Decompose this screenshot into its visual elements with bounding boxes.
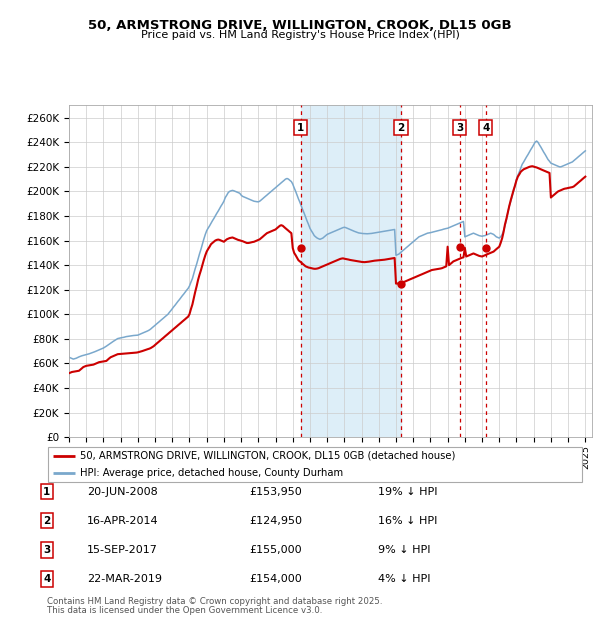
Text: £124,950: £124,950	[249, 516, 302, 526]
Text: Contains HM Land Registry data © Crown copyright and database right 2025.: Contains HM Land Registry data © Crown c…	[47, 597, 382, 606]
Bar	[301, 105, 401, 437]
Text: 16-APR-2014: 16-APR-2014	[87, 516, 158, 526]
Text: Price paid vs. HM Land Registry's House Price Index (HPI): Price paid vs. HM Land Registry's House …	[140, 30, 460, 40]
Text: 20-JUN-2008: 20-JUN-2008	[87, 487, 158, 497]
Text: 2: 2	[397, 123, 404, 133]
Text: 1: 1	[43, 487, 50, 497]
Text: This data is licensed under the Open Government Licence v3.0.: This data is licensed under the Open Gov…	[47, 606, 322, 615]
Text: 22-MAR-2019: 22-MAR-2019	[87, 574, 162, 584]
Text: 9% ↓ HPI: 9% ↓ HPI	[378, 545, 431, 555]
Text: 3: 3	[43, 545, 50, 555]
Text: £155,000: £155,000	[249, 545, 302, 555]
Text: HPI: Average price, detached house, County Durham: HPI: Average price, detached house, Coun…	[80, 468, 343, 478]
FancyBboxPatch shape	[48, 446, 582, 482]
Text: 19% ↓ HPI: 19% ↓ HPI	[378, 487, 437, 497]
Text: 1: 1	[297, 123, 304, 133]
Text: £153,950: £153,950	[249, 487, 302, 497]
Text: 50, ARMSTRONG DRIVE, WILLINGTON, CROOK, DL15 0GB (detached house): 50, ARMSTRONG DRIVE, WILLINGTON, CROOK, …	[80, 451, 455, 461]
Text: 4: 4	[43, 574, 50, 584]
Text: 16% ↓ HPI: 16% ↓ HPI	[378, 516, 437, 526]
Text: 4: 4	[482, 123, 490, 133]
Text: £154,000: £154,000	[249, 574, 302, 584]
Text: 15-SEP-2017: 15-SEP-2017	[87, 545, 158, 555]
Text: 4% ↓ HPI: 4% ↓ HPI	[378, 574, 431, 584]
Text: 3: 3	[456, 123, 463, 133]
Text: 2: 2	[43, 516, 50, 526]
Text: 50, ARMSTRONG DRIVE, WILLINGTON, CROOK, DL15 0GB: 50, ARMSTRONG DRIVE, WILLINGTON, CROOK, …	[88, 19, 512, 32]
